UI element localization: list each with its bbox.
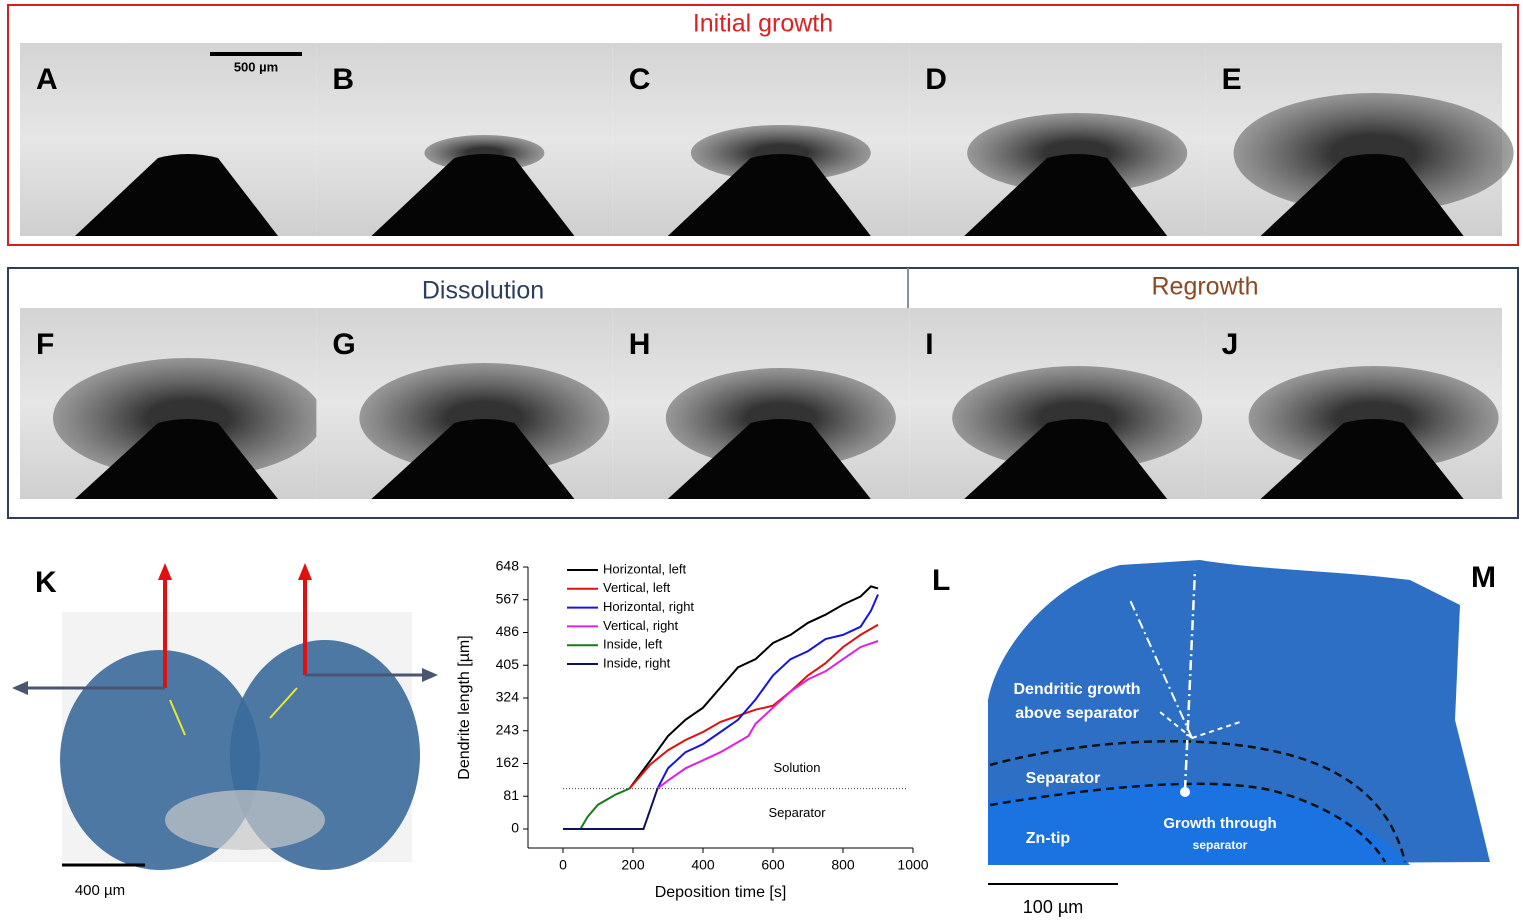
panel-k: 400 µm K: [12, 563, 438, 899]
scale-label: 400 µm: [75, 882, 125, 899]
legend-label: Horizontal, left: [603, 561, 686, 576]
annotation: Solution: [774, 760, 821, 775]
panel-m: Dendritic growth above separator Separat…: [932, 560, 1496, 917]
panel-label: B: [332, 63, 354, 96]
series-line: [630, 586, 879, 788]
panel-label: G: [332, 328, 355, 361]
panel-label: L: [932, 564, 950, 597]
m-text: Zn-tip: [1026, 830, 1071, 847]
series-line: [563, 789, 630, 829]
series-line: [630, 625, 879, 789]
series-line: [658, 641, 879, 789]
panel-label: E: [1222, 63, 1242, 96]
y-axis-label: Dendrite length [µm]: [456, 635, 473, 779]
panel-label: C: [629, 63, 651, 96]
figure: Initial growth Dissolution Regrowth A B C D…: [0, 0, 1523, 923]
legend-label: Vertical, right: [603, 618, 679, 633]
panel-label: F: [36, 328, 54, 361]
arrow-head: [158, 563, 172, 580]
panel-label: J: [1222, 328, 1239, 361]
y-tick-label: 243: [496, 721, 520, 737]
legend-label: Vertical, left: [603, 580, 671, 595]
panel-label: K: [35, 566, 57, 599]
k-base: [165, 790, 325, 850]
x-tick-label: 0: [559, 857, 567, 873]
x-tick-label: 200: [621, 857, 645, 873]
panel-label: H: [629, 328, 651, 361]
section-title: Regrowth: [1152, 273, 1259, 301]
m-text: Separator: [1026, 770, 1101, 787]
x-axis-label: Deposition time [s]: [655, 884, 787, 901]
y-tick-label: 81: [503, 787, 519, 803]
line-chart: 0 81 162 243 324 405 486 567 648 0 200 400 600 800 100…: [456, 558, 929, 902]
panel-label: I: [925, 328, 933, 361]
x-tick-label: 400: [691, 857, 715, 873]
x-tick-label: 800: [831, 857, 855, 873]
y-tick-label: 486: [496, 623, 520, 639]
m-text: Growth through: [1163, 815, 1276, 832]
x-tick-label: 600: [761, 857, 785, 873]
panel-label: A: [36, 63, 58, 96]
m-text: Dendritic growth: [1013, 681, 1140, 698]
legend-label: Inside, right: [603, 655, 671, 670]
section-title: Dissolution: [422, 277, 544, 305]
image-panels: A B C D E F G H I J: [20, 43, 1514, 499]
m-text: separator: [1193, 838, 1248, 852]
arrow-head: [12, 681, 28, 695]
panel-label: D: [925, 63, 947, 96]
m-text: above separator: [1015, 705, 1139, 722]
y-tick-label: 567: [496, 590, 520, 606]
x-tick-label: 1000: [897, 857, 928, 873]
panel-label: M: [1471, 561, 1496, 594]
y-tick-label: 324: [496, 689, 520, 705]
scale-label: 100 µm: [1023, 897, 1083, 917]
arrow-head: [298, 563, 312, 580]
y-tick-label: 162: [496, 754, 520, 770]
scale-label: 500 µm: [234, 59, 278, 74]
annotation: Separator: [768, 805, 826, 820]
legend-label: Inside, left: [603, 637, 663, 652]
series-line: [563, 789, 658, 829]
y-tick-label: 648: [496, 558, 520, 574]
m-point: [1180, 787, 1190, 797]
arrow-head: [422, 668, 438, 682]
series-line: [658, 595, 879, 789]
legend-label: Horizontal, right: [603, 599, 694, 614]
section-title: Initial growth: [693, 10, 833, 38]
y-tick-label: 0: [511, 820, 519, 836]
y-tick-label: 405: [496, 656, 520, 672]
